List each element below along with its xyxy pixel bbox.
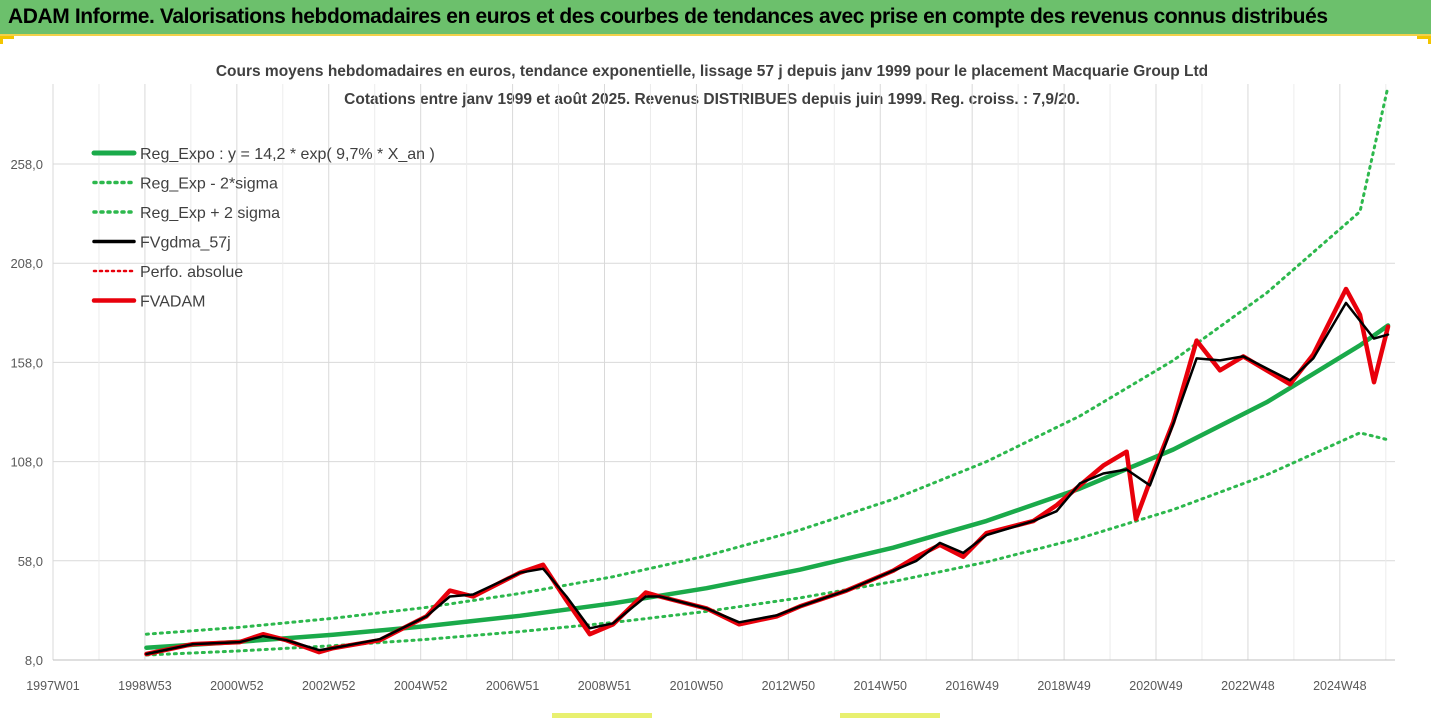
corner-marker-left-v xyxy=(0,36,3,44)
y-tick-label: 108,0 xyxy=(10,455,43,470)
x-tick-label: 2010W50 xyxy=(670,679,724,693)
x-tick-label: 2004W52 xyxy=(394,679,448,693)
x-tick-label: 2014W50 xyxy=(854,679,908,693)
x-tick-label: 2000W52 xyxy=(210,679,264,693)
x-tick-label: 1997W01 xyxy=(26,679,80,693)
corner-marker-right-v xyxy=(1428,36,1431,44)
x-tick-label: 2022W48 xyxy=(1221,679,1275,693)
x-tick-label: 1998W53 xyxy=(118,679,172,693)
legend-label: Reg_Expo : y = 14,2 * exp( 9,7% * X_an ) xyxy=(140,146,435,163)
x-tick-label: 2016W49 xyxy=(945,679,999,693)
y-tick-label: 58,0 xyxy=(18,554,43,569)
legend-label: Perfo. absolue xyxy=(140,264,243,281)
y-axis: 8,0 58,0 108,0 158,0 208,0 258,0 xyxy=(10,157,43,668)
x-tick-label: 2018W49 xyxy=(1037,679,1091,693)
y-tick-label: 8,0 xyxy=(25,653,43,668)
trend-chart: Cours moyens hebdomadaires en euros, ten… xyxy=(10,63,1395,693)
x-tick-label: 2024W48 xyxy=(1313,679,1367,693)
legend-label: Reg_Exp + 2 sigma xyxy=(140,205,280,222)
series-line-0 xyxy=(144,323,1391,650)
x-tick-label: 2008W51 xyxy=(578,679,632,693)
chart-subtitle: Cotations entre janv 1999 et août 2025. … xyxy=(344,91,1080,108)
chart-title: Cours moyens hebdomadaires en euros, ten… xyxy=(216,63,1208,80)
y-tick-label: 258,0 xyxy=(10,157,43,172)
series-line-2 xyxy=(144,85,1390,636)
x-tick-label: 2020W49 xyxy=(1129,679,1183,693)
report-header: ADAM Informe. Valorisations hebdomadaire… xyxy=(0,0,1431,36)
legend-label: FVgdma_57j xyxy=(140,235,231,252)
corner-marker-right xyxy=(1417,36,1431,39)
sheet-tab-marker xyxy=(840,713,940,718)
x-tick-label: 2012W50 xyxy=(762,679,816,693)
sheet-tab-marker xyxy=(552,713,652,718)
y-tick-label: 158,0 xyxy=(10,355,43,370)
x-tick-label: 2002W52 xyxy=(302,679,356,693)
legend-label: FVADAM xyxy=(140,294,205,311)
x-axis: 1997W01 1998W53 2000W52 2002W52 2004W52 2006W… xyxy=(26,659,1395,693)
chart-legend: Reg_Expo : y = 14,2 * exp( 9,7% * X_an )… xyxy=(91,146,435,311)
chart-series xyxy=(144,85,1391,657)
y-tick-label: 208,0 xyxy=(10,256,43,271)
legend-label: Reg_Exp - 2*sigma xyxy=(140,176,278,193)
corner-marker-left xyxy=(0,36,14,39)
report-title: ADAM Informe. Valorisations hebdomadaire… xyxy=(8,5,1328,28)
chart-grid xyxy=(52,84,1395,661)
series-line-3 xyxy=(145,301,1390,656)
x-tick-label: 2006W51 xyxy=(486,679,540,693)
